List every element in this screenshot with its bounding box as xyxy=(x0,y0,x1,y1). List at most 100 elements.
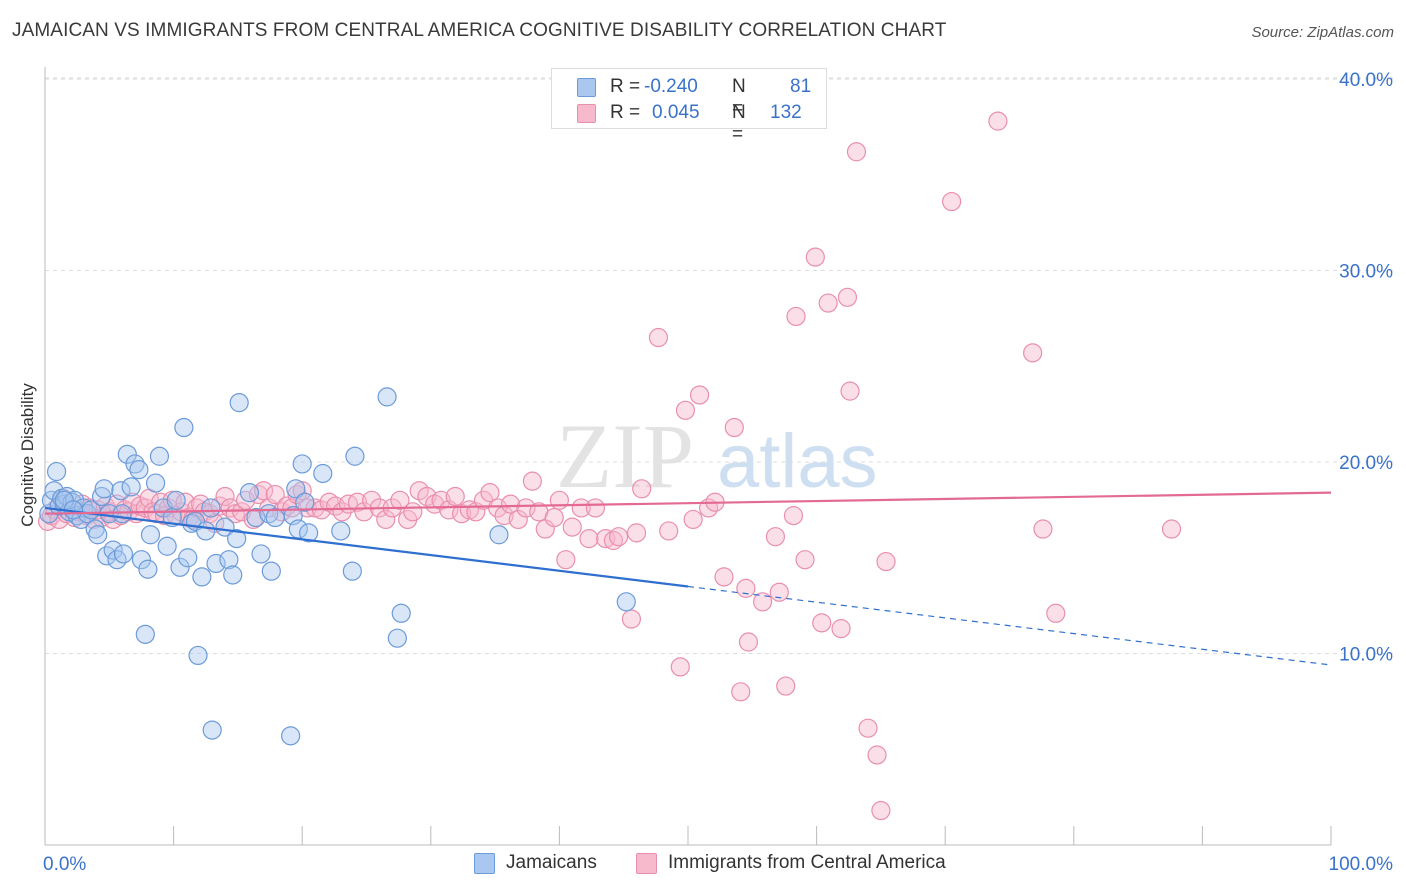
blue-data-point xyxy=(121,477,141,497)
x-tick-label-max: 100.0% xyxy=(1329,854,1394,875)
pink-data-point xyxy=(254,481,274,501)
pink-data-point xyxy=(445,486,465,507)
legend-r-value: -0.240 xyxy=(644,76,698,97)
blue-data-point xyxy=(377,387,397,407)
blue-data-point xyxy=(219,550,239,570)
blue-data-point xyxy=(192,567,212,587)
blue-data-point xyxy=(201,498,221,518)
blue-data-point xyxy=(286,479,306,499)
pink-data-point xyxy=(683,509,703,530)
blue-data-point xyxy=(170,557,190,577)
axes xyxy=(44,67,1332,846)
pink-data-point xyxy=(522,471,542,491)
legend-label: Immigrants from Central America xyxy=(668,852,946,873)
pink-data-point xyxy=(831,619,851,639)
pink-data-point xyxy=(846,142,867,162)
pink-data-point xyxy=(765,527,786,547)
blue-data-point xyxy=(223,565,243,585)
pink-data-point xyxy=(689,385,710,405)
blue-data-point xyxy=(299,523,319,543)
chart-title: JAMAICAN VS IMMIGRANTS FROM CENTRAL AMER… xyxy=(12,20,947,41)
blue-data-point xyxy=(88,525,108,545)
pink-data-point xyxy=(556,550,576,570)
pink-data-point xyxy=(579,528,599,549)
blue-data-point xyxy=(46,461,67,482)
legend-n-label: N = xyxy=(732,76,746,119)
blue-data-point xyxy=(111,481,131,501)
pink-data-point xyxy=(621,609,642,629)
pink-data-point xyxy=(736,578,756,598)
blue-data-point xyxy=(131,550,152,570)
pink-data-point xyxy=(480,483,500,503)
pink-data-point xyxy=(731,682,751,702)
pink-data-point xyxy=(332,502,352,522)
blue-data-point xyxy=(145,473,166,493)
pink-data-point xyxy=(562,517,582,537)
pink-data-point xyxy=(1033,519,1053,539)
blue-data-point xyxy=(295,492,315,512)
pink-data-point xyxy=(265,484,285,505)
blue-data-point xyxy=(345,446,365,466)
blue-data-point xyxy=(117,444,137,464)
pink-data-point xyxy=(585,498,606,518)
pink-data-point xyxy=(783,506,804,526)
series-legend: Jamaicans Immigrants from Central Americ… xyxy=(0,851,1406,877)
gridlines xyxy=(45,77,1393,654)
blue-data-point xyxy=(178,548,198,568)
pink-data-point xyxy=(431,490,451,510)
pink-data-point xyxy=(1023,343,1043,363)
pink-data-point xyxy=(818,293,838,313)
pink-data-point xyxy=(500,494,521,514)
legend-r-label: R = xyxy=(610,76,641,97)
pink-data-point xyxy=(287,484,307,505)
blue-data-point xyxy=(229,393,249,413)
pink-data-point xyxy=(812,613,832,633)
correlation-legend: R = -0.240 N = 81 R = 0.045 N = 132 xyxy=(551,68,827,145)
legend-label: Jamaicans xyxy=(506,852,597,873)
pink-data-point xyxy=(675,400,696,420)
blue-data-point xyxy=(391,603,411,623)
pink-data-point xyxy=(354,502,374,522)
blue-data-point xyxy=(138,559,158,579)
pink-data-point xyxy=(603,530,624,551)
pink-data-point xyxy=(942,191,962,212)
y-tick-label: 30.0% xyxy=(1339,262,1393,283)
pink-data-point xyxy=(403,502,423,522)
legend-r-label: R = xyxy=(610,102,641,123)
blue-data-point xyxy=(135,624,155,644)
pink-data-point xyxy=(670,657,690,677)
legend-r-value: 0.045 xyxy=(652,102,700,123)
watermark-zip: ZIP xyxy=(556,405,694,507)
trend-lines xyxy=(44,491,1332,666)
blue-data-point xyxy=(489,525,509,545)
pink-data-point xyxy=(724,417,744,438)
pink-data-point xyxy=(876,551,896,572)
pink-data-point xyxy=(376,509,396,530)
blue-series-points xyxy=(39,387,636,746)
blue-data-point xyxy=(103,540,123,560)
pink-data-point xyxy=(417,486,437,507)
blue-data-point xyxy=(157,536,177,556)
x-tick-label-min: 0.0% xyxy=(43,854,86,875)
blue-trend-extension xyxy=(687,585,1332,666)
blue-data-point xyxy=(149,446,170,466)
pink-data-point xyxy=(220,498,240,518)
blue-data-point xyxy=(91,486,112,507)
blue-data-point xyxy=(94,479,114,499)
pink-data-point xyxy=(409,481,429,501)
pink-data-point xyxy=(347,492,368,512)
blue-data-point xyxy=(166,490,186,510)
pink-data-point xyxy=(1161,519,1182,539)
pink-data-point xyxy=(714,567,734,587)
blue-data-point xyxy=(331,521,351,541)
pink-data-point xyxy=(786,306,806,327)
blue-data-point xyxy=(313,463,333,484)
blue-data-point xyxy=(206,553,226,574)
blue-data-point xyxy=(113,544,134,564)
legend-swatch-pink xyxy=(636,853,657,874)
blue-data-point xyxy=(215,517,235,537)
blue-data-point xyxy=(342,561,362,581)
pink-data-point xyxy=(795,550,815,570)
pink-data-point xyxy=(1046,603,1066,623)
